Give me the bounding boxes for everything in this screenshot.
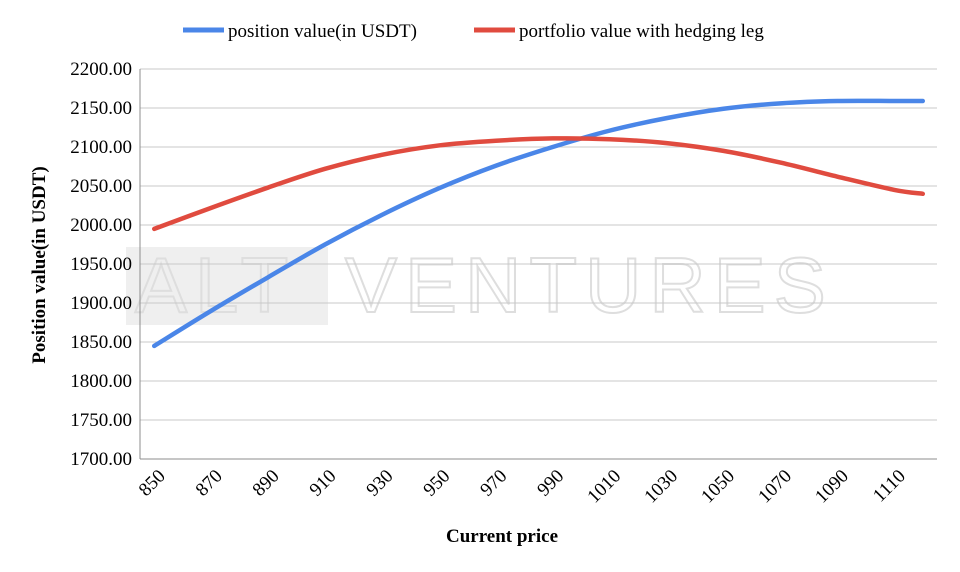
y-tick-label: 1750.00 — [70, 410, 132, 431]
x-tick-label: 1050 — [697, 466, 739, 508]
x-tick-label: 1010 — [583, 466, 625, 508]
x-axis-ticks: 850 870 890 910 930 950 970 990 1010 1030 1050 1070… — [135, 466, 910, 508]
y-axis-title: Position value(in USDT) — [29, 166, 50, 363]
x-tick-label: 890 — [249, 466, 284, 501]
x-tick-label: 1110 — [869, 466, 910, 507]
y-tick-label: 1950.00 — [70, 254, 132, 275]
x-tick-label: 910 — [306, 466, 341, 501]
x-tick-label: 990 — [533, 466, 568, 501]
y-axis-ticks: 1700.00 1750.00 1800.00 1850.00 1900.00 1950.… — [70, 59, 132, 470]
legend: position value(in USDT) portfolio value … — [183, 21, 764, 42]
x-tick-label: 1090 — [811, 466, 853, 508]
x-tick-label: 1030 — [640, 466, 682, 508]
x-axis-title: Current price — [446, 526, 558, 547]
series-line-position-value — [151, 98, 926, 349]
y-tick-label: 1850.00 — [70, 332, 132, 353]
series-line-hedged-portfolio — [151, 136, 926, 232]
watermark-block-text: ALT — [135, 241, 296, 329]
y-tick-label: 2150.00 — [70, 98, 132, 119]
y-tick-label: 2000.00 — [70, 215, 132, 236]
x-tick-label: 850 — [135, 466, 170, 501]
watermark: ALT VENTURES — [126, 240, 834, 330]
legend-label-hedged-portfolio: portfolio value with hedging leg — [519, 21, 764, 42]
y-tick-label: 1900.00 — [70, 293, 132, 314]
x-tick-label: 950 — [419, 466, 454, 501]
x-tick-label: 1070 — [754, 466, 796, 508]
grid — [139, 68, 937, 460]
y-tick-label: 2050.00 — [70, 176, 132, 197]
y-tick-label: 1700.00 — [70, 449, 132, 470]
series-lines — [151, 98, 926, 349]
y-tick-label: 1800.00 — [70, 371, 132, 392]
watermark-text: VENTURES — [345, 241, 834, 329]
y-tick-label: 2200.00 — [70, 59, 132, 80]
x-tick-label: 870 — [192, 466, 227, 501]
legend-label-position-value: position value(in USDT) — [228, 21, 417, 42]
x-tick-label: 930 — [362, 466, 397, 501]
y-tick-label: 2100.00 — [70, 137, 132, 158]
x-tick-label: 970 — [476, 466, 511, 501]
